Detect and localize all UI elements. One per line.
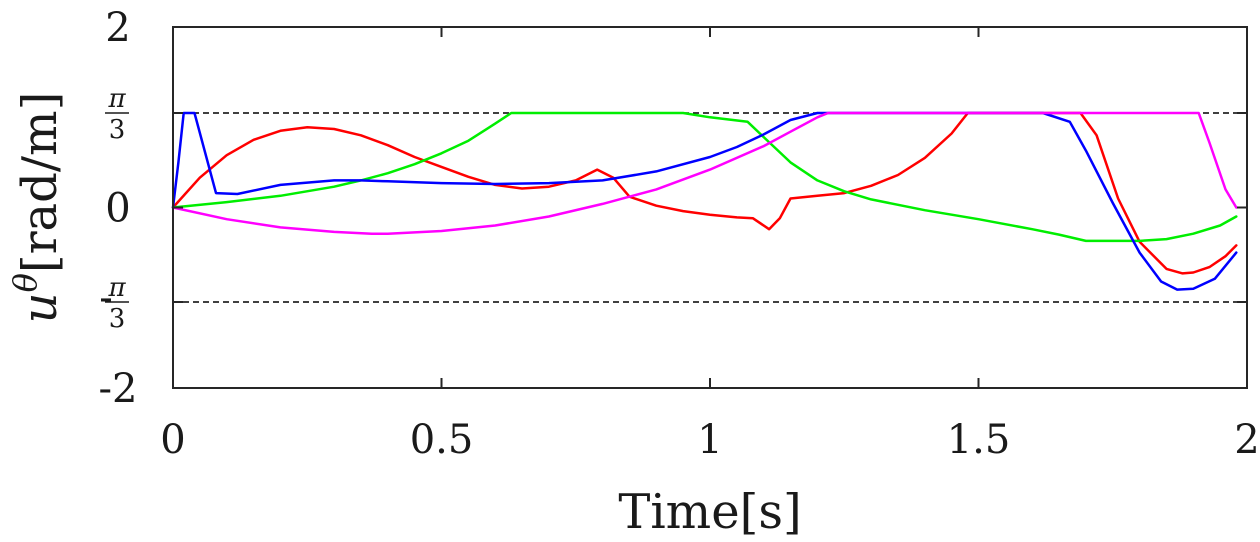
series-line-1	[171, 111, 1238, 275]
x-axis-ticks: 0 0.5 1 1.5 2	[160, 27, 1260, 463]
x-tick-label-4: 1.5	[947, 417, 1011, 463]
x-tick-label-2: 0.5	[410, 417, 474, 463]
reference-lines	[173, 112, 1247, 303]
plot-area-frame	[172, 26, 1248, 389]
y-tick-label-numerator: π	[107, 273, 126, 303]
series-line-2	[171, 111, 1238, 243]
y-tick-label-4: -π3	[99, 273, 129, 334]
y-tick-label-5: -2	[99, 366, 138, 412]
y-tick-label-denominator: 3	[109, 304, 126, 334]
y-tick-label-3: 0	[105, 186, 130, 232]
series-layer	[171, 111, 1238, 291]
y-axis-title: uθ[rad/m]	[6, 92, 68, 324]
y-tick-label-1: 2	[105, 5, 130, 51]
x-tick-label-1: 0	[160, 417, 185, 463]
y-axis-title-unit: [rad/m]	[12, 92, 68, 273]
y-tick-label-numerator: π	[107, 84, 126, 114]
y-axis-title-superscript: θ	[6, 273, 44, 292]
x-axis-title: Time[s]	[618, 484, 801, 540]
series-line-3	[171, 111, 1238, 291]
y-axis-title-base: u	[12, 292, 68, 323]
x-tick-label-5: 2	[1234, 417, 1259, 463]
x-tick-label-3: 1	[697, 417, 722, 463]
series-line-4	[171, 111, 1238, 235]
y-tick-label-denominator: 3	[109, 115, 126, 145]
y-tick-label-2: π3	[105, 84, 129, 145]
y-tick-label-sign: -	[99, 275, 113, 321]
